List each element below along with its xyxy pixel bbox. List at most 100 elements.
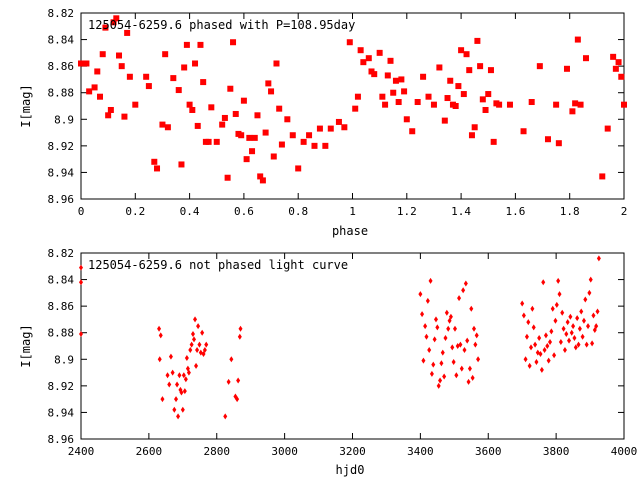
not-phased-data-point [469,305,474,312]
phased-data-point [401,88,408,95]
not-phased-data-point [196,323,201,330]
not-phased-data-point [418,291,423,298]
phased-x-tick-label: 1.2 [397,205,417,218]
not-phased-data-point [450,344,455,351]
not-phased-data-point [575,315,580,322]
phased-data-point [384,72,391,79]
phased-data-point [455,83,462,90]
not-phased-data-point [573,344,578,351]
not-phased-data-point [79,331,83,338]
not-phased-x-tick-label: 3000 [271,445,298,458]
phased-data-point [145,83,152,90]
phased-data-point [409,128,416,135]
not-phased-data-point [176,413,181,420]
not-phased-data-point [569,329,574,336]
phased-y-tick-label: 8.86 [48,60,75,73]
not-phased-data-point [590,340,595,347]
phased-data-point [444,95,451,102]
not-phased-data-point [428,277,433,284]
not-phased-data-point [160,396,165,403]
chart-phased: 0 0.2 0.4 0.6 0.8 1 1.2 1.4 1.6 1.8 2 8.82 8.84 8.86… [19,7,627,238]
phased-x-tick-label: 1.8 [560,205,580,218]
not-phased-data-point [190,331,195,338]
phased-data-point [254,112,261,119]
phased-data-point [528,99,535,106]
not-phased-data-point [591,312,596,319]
not-phased-data-point [432,336,437,343]
not-phased-data-point [197,341,202,348]
phased-data-point [257,173,264,180]
phased-data-point [262,129,269,136]
not-phased-data-point [238,325,243,332]
not-phased-y-tick-label: 8.86 [48,300,75,313]
not-phased-data-point [587,289,592,296]
not-phased-data-point [557,291,562,298]
not-phased-data-point [157,325,162,332]
phased-data-point [197,41,204,48]
phased-x-tick-label: 0.6 [234,205,254,218]
phased-data-point [452,103,459,109]
phased-data-point [360,59,367,66]
not-phased-data-point [550,305,555,312]
phased-data-point [390,89,397,96]
not-phased-data-point [237,333,242,340]
phased-data-point [485,91,492,98]
phased-data-point [395,99,402,106]
not-phased-data-point [461,287,466,294]
phased-data-point [479,96,486,103]
not-phased-data-point [431,361,436,368]
phased-data-point [311,142,318,149]
not-phased-data-point [447,317,452,324]
phased-data-point [425,93,432,100]
phased-data-point [159,121,166,128]
phased-data-point [569,108,576,115]
phased-points [78,15,627,184]
phased-data-point [170,75,177,82]
not-phased-x-axis-label: hjd0 [336,463,365,477]
chart-not-phased: 2400 2600 2800 3000 3200 3400 3600 3800 4000 8.8… [19,247,637,477]
phased-data-point [102,24,109,31]
not-phased-data-point [592,327,597,334]
not-phased-data-point [440,349,445,356]
not-phased-data-point [558,339,563,346]
not-phased-data-point [474,332,479,339]
not-phased-data-point [467,365,472,372]
not-phased-data-point [584,341,589,348]
not-phased-data-point [576,341,581,348]
not-phased-data-point [436,382,441,389]
not-phased-data-point [192,336,197,343]
phased-data-point [555,140,562,147]
not-phased-data-point [564,331,569,338]
not-phased-x-tick-label: 3200 [339,445,366,458]
not-phased-data-point [425,297,430,304]
phased-data-point [175,87,182,94]
phased-data-point [436,64,443,71]
phased-data-point [230,39,237,46]
phased-data-point [118,63,125,70]
phased-data-point [227,85,234,92]
phased-data-point [544,136,551,143]
not-phased-data-point [459,365,464,372]
not-phased-data-point [181,372,186,379]
phased-data-point [621,101,627,108]
phased-data-point [574,36,581,43]
not-phased-x-ticks: 2400 2600 2800 3000 3200 3400 3600 3800 4000 [68,253,637,458]
phased-data-point [490,138,497,145]
not-phased-data-point [180,406,185,413]
phased-data-point [219,121,226,128]
phased-data-point [273,60,280,67]
not-phased-data-point [179,389,184,396]
not-phased-data-point [572,335,577,342]
phased-data-point [482,106,489,113]
phased-x-ticks: 0 0.2 0.4 0.6 0.8 1 1.2 1.4 1.6 1.8 2 [78,13,627,218]
phased-y-tick-label: 8.94 [48,166,75,179]
phased-data-point [477,63,484,70]
not-phased-data-point [184,354,189,361]
phased-data-point [572,100,579,107]
phased-data-point [352,105,359,112]
phased-data-point [496,101,503,108]
phased-data-point [599,173,606,180]
phased-data-point [335,118,342,125]
phased-x-tick-label: 0 [78,205,85,218]
phased-y-tick-label: 8.9 [54,113,74,126]
